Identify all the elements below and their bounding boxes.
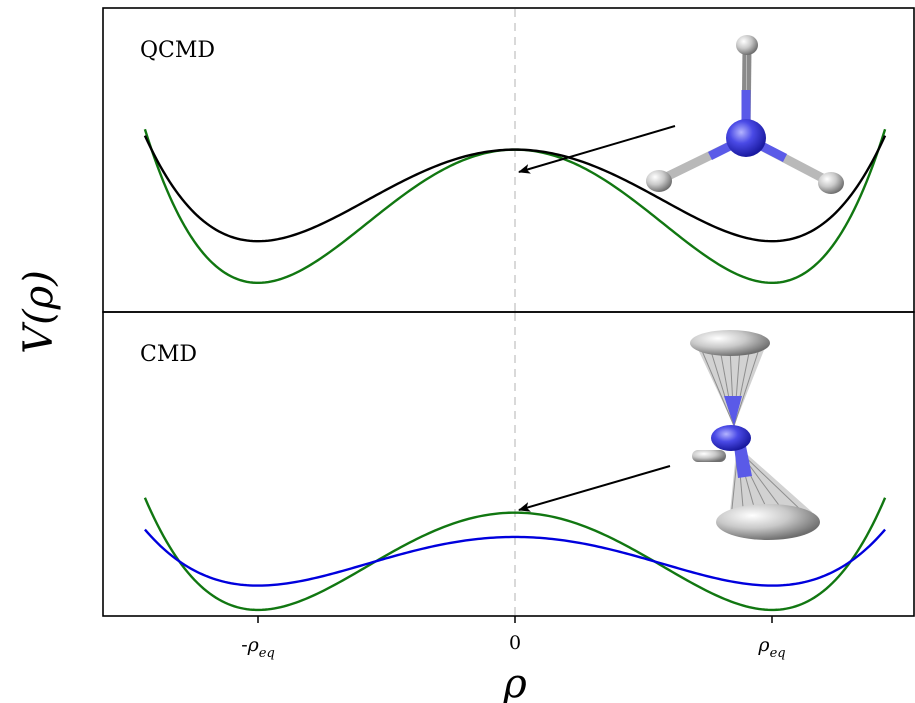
y-axis-label: V(ρ): [16, 270, 62, 354]
qcmd-arrow: [518, 125, 676, 174]
y-axis-label-group: V(ρ): [16, 270, 62, 354]
x-tick-label-neg: -ρeq: [241, 634, 275, 661]
cmd-arrow: [518, 465, 671, 512]
panel-cmd-frame: [102, 311, 915, 617]
cmd-series-green: [143, 497, 887, 612]
panel-qcmd: QCMD: [102, 7, 915, 313]
panel-cmd-label: CMD: [140, 342, 197, 367]
x-axis: -ρeq 0 ρeq ρ: [241, 616, 786, 703]
x-tick-label-pos: ρeq: [757, 634, 785, 661]
x-tick-label-zero: 0: [509, 632, 521, 654]
nh3-planar-molecule-image: [646, 35, 844, 194]
panel-qcmd-label: QCMD: [140, 38, 215, 63]
cmd-series-blue: [144, 528, 886, 587]
x-axis-label: ρ: [502, 661, 527, 703]
qcmd-series-black: [143, 135, 887, 243]
nh3-beads-molecule-image: [690, 330, 820, 540]
panel-cmd: CMD: [102, 311, 915, 617]
